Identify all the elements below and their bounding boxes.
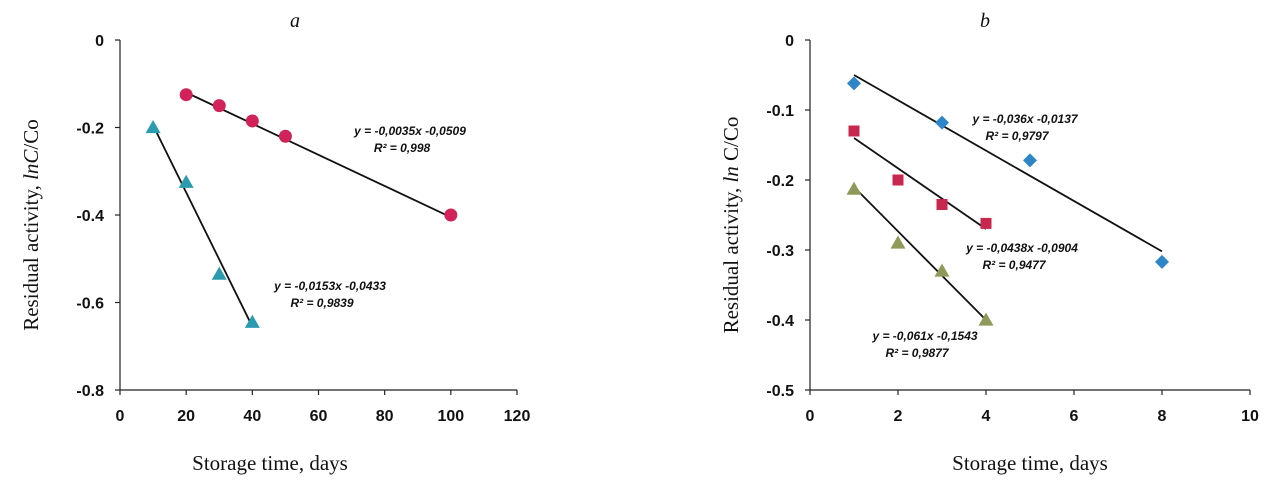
series-b-3 — [846, 181, 994, 326]
x-tick-label-b: 4 — [982, 408, 991, 425]
trend-line-b-1 — [853, 74, 1163, 253]
r2-label-a-2: R² = 0,9839 — [290, 296, 353, 310]
y-tick-label-b: -0.3 — [766, 243, 794, 260]
r2-label-b-2: R² = 0,9477 — [982, 258, 1046, 272]
series-b-1 — [847, 74, 1169, 269]
series-b-2 — [848, 125, 992, 230]
r2-label-b-1: R² = 0,9797 — [985, 129, 1049, 143]
series-a-1 — [179, 88, 458, 222]
x-tick-label-a: 120 — [504, 408, 531, 425]
x-tick-label-b: 10 — [1241, 408, 1259, 425]
x-tick-label-b: 8 — [1158, 408, 1167, 425]
y-tick-label-b: 0 — [785, 33, 794, 50]
data-point-b-2 — [980, 217, 992, 229]
x-tick-label-a: 60 — [310, 408, 328, 425]
trend-line-a-2 — [152, 124, 254, 327]
panel-label-a: a — [290, 10, 300, 32]
data-point-a-1 — [444, 208, 458, 222]
data-point-a-1 — [179, 88, 193, 102]
y-tick-label-a: -0.4 — [76, 208, 104, 225]
data-point-b-2 — [892, 174, 904, 186]
r2-label-b-3: R² = 0,9877 — [885, 346, 949, 360]
chart-a: a 0 -0.2 -0.4 -0.6 -0.8 0 20 40 60 80 100 120 Storage… — [19, 10, 531, 475]
equation-label-a-2: y = -0,0153x -0,0433 — [273, 279, 386, 293]
x-tick-label-a: 0 — [116, 408, 125, 425]
data-point-b-1 — [1155, 254, 1169, 269]
y-axis-title-a: Residual activity, lnC/Co — [19, 119, 43, 331]
trend-line-a-1 — [185, 91, 452, 219]
y-axis-title-b: Residual activity, ln C/Co — [719, 117, 743, 334]
y-tick-label-b: -0.5 — [766, 383, 794, 400]
x-tick-label-a: 80 — [376, 408, 394, 425]
y-tick-label-a: -0.8 — [76, 383, 104, 400]
equation-label-a-1: y = -0,0035x -0,0509 — [353, 124, 466, 138]
data-point-b-3 — [890, 235, 906, 249]
equation-label-b-3: y = -0,061x -0,1543 — [871, 329, 977, 343]
x-tick-label-a: 100 — [437, 408, 464, 425]
data-point-a-2 — [178, 174, 194, 188]
x-tick-label-b: 6 — [1070, 408, 1079, 425]
x-tick-label-b: 2 — [894, 408, 903, 425]
data-point-a-2 — [145, 120, 161, 134]
x-tick-label-a: 20 — [177, 408, 195, 425]
data-point-b-2 — [848, 125, 860, 137]
equation-label-b-1: y = -0,036x -0,0137 — [971, 112, 1078, 126]
data-point-b-3 — [934, 263, 950, 277]
trend-line-b-3 — [853, 186, 987, 321]
data-point-b-2 — [936, 199, 948, 210]
panel-label-b: b — [980, 10, 990, 32]
data-point-b-1 — [1023, 153, 1037, 168]
data-point-a-1 — [212, 99, 226, 113]
data-point-b-1 — [847, 76, 861, 91]
y-tick-label-b: -0.1 — [766, 103, 794, 120]
x-axis-title-b: Storage time, days — [952, 451, 1108, 475]
series-a-2 — [145, 120, 260, 328]
y-tick-label-a: 0 — [95, 33, 104, 50]
data-point-b-3 — [846, 181, 862, 195]
data-point-a-2 — [211, 266, 227, 280]
data-point-a-1 — [245, 114, 259, 128]
y-tick-label-b: -0.2 — [766, 173, 794, 190]
x-tick-label-a: 40 — [243, 408, 261, 425]
trend-line-b-2 — [853, 137, 987, 230]
data-point-b-1 — [935, 115, 949, 130]
chart-b: b 0 -0.1 -0.2 -0.3 -0.4 -0.5 0 2 4 6 8 10 Storage tim… — [719, 10, 1259, 475]
equation-label-b-2: y = -0,0438x -0,0904 — [965, 241, 1078, 255]
x-axis-title-a: Storage time, days — [192, 451, 348, 475]
y-tick-label-a: -0.6 — [76, 296, 104, 313]
data-point-a-1 — [278, 129, 292, 143]
data-point-a-2 — [244, 314, 260, 328]
r2-label-a-1: R² = 0,998 — [374, 141, 431, 155]
y-tick-label-a: -0.2 — [76, 121, 104, 138]
x-tick-label-b: 0 — [806, 408, 815, 425]
data-point-b-3 — [978, 312, 994, 326]
y-tick-label-b: -0.4 — [766, 313, 794, 330]
